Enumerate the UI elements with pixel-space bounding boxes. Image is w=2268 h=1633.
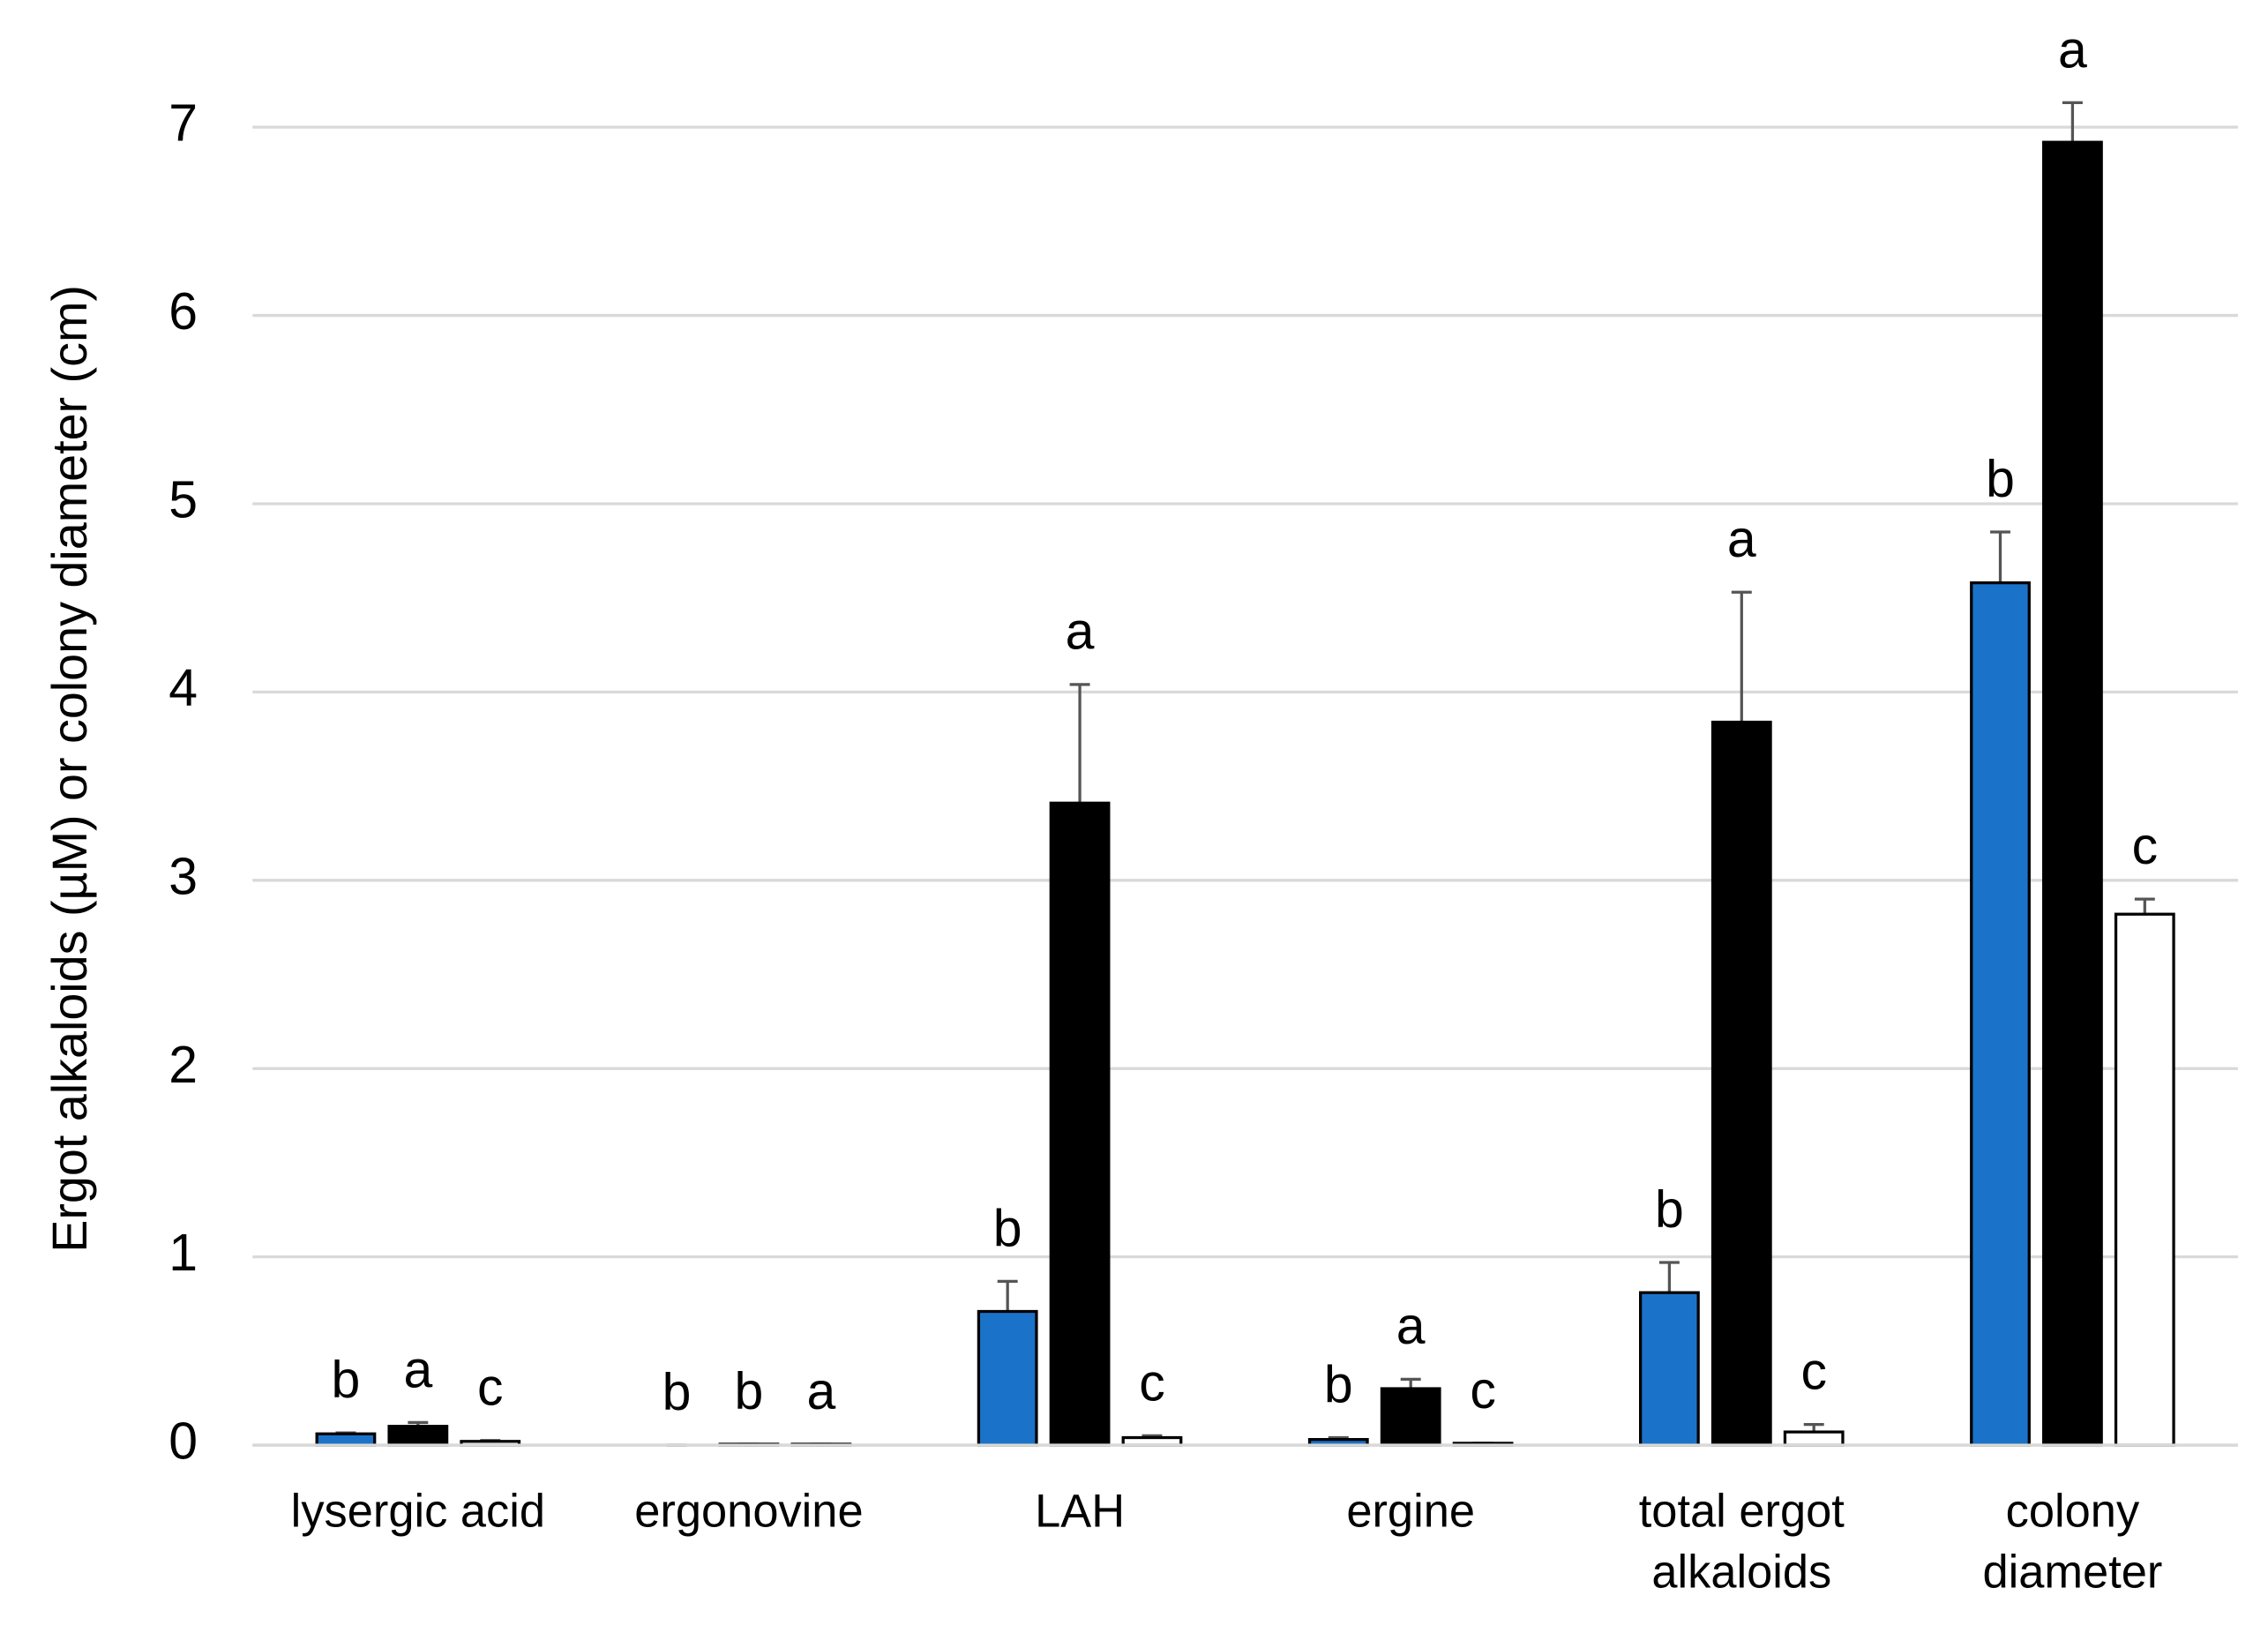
- significance-letter: b: [1655, 1181, 1684, 1239]
- significance-letter: b: [1324, 1356, 1353, 1413]
- bar: [1783, 1430, 1845, 1447]
- y-tick-label: 5: [168, 472, 198, 529]
- significance-letter: a: [1066, 603, 1095, 661]
- x-tick-label: diameter: [1982, 1547, 2162, 1598]
- significance-letter: c: [477, 1360, 503, 1417]
- y-axis-label: Ergot alkaloids (µM) or colony diameter …: [42, 285, 97, 1253]
- significance-letter: a: [1396, 1298, 1426, 1355]
- significance-letter: b: [332, 1352, 361, 1409]
- significance-letter: b: [993, 1200, 1022, 1257]
- y-tick-label: 3: [168, 848, 198, 905]
- bar: [1049, 801, 1111, 1447]
- x-tick-label: alkaloids: [1651, 1547, 1831, 1598]
- bar: [2042, 140, 2103, 1447]
- significance-letter: c: [2132, 818, 2158, 875]
- bar: [2114, 912, 2175, 1447]
- bar: [315, 1432, 377, 1447]
- significance-letter: b: [662, 1364, 692, 1421]
- significance-letter: b: [735, 1363, 764, 1420]
- significance-letter: a: [1727, 511, 1756, 568]
- y-tick-label: 7: [168, 95, 198, 153]
- x-tick-label: colony: [2006, 1487, 2140, 1538]
- bar: [1380, 1387, 1441, 1447]
- bar: [977, 1309, 1038, 1447]
- y-tick-label: 6: [168, 283, 198, 341]
- significance-letter: c: [1470, 1362, 1495, 1420]
- x-tick-label: lysergic acid: [291, 1487, 545, 1538]
- significance-letter: b: [1986, 451, 2015, 508]
- bar: [387, 1425, 449, 1447]
- x-tick-label: ergonovine: [634, 1487, 863, 1538]
- significance-letter: a: [2058, 21, 2087, 79]
- x-tick-label: total ergot: [1639, 1487, 1845, 1538]
- y-tick-label: 2: [168, 1037, 198, 1094]
- significance-letter: a: [806, 1363, 835, 1420]
- significance-letter: c: [1139, 1354, 1164, 1412]
- y-tick-label: 4: [168, 660, 198, 717]
- bar: [1710, 720, 1772, 1447]
- x-tick-label: ergine: [1346, 1487, 1475, 1538]
- significance-letter: a: [403, 1341, 432, 1398]
- y-tick-label: 0: [168, 1413, 198, 1471]
- significance-letter: c: [1800, 1343, 1826, 1400]
- bar: [1638, 1291, 1700, 1447]
- x-tick-label: LAH: [1035, 1487, 1125, 1538]
- bar: [1970, 581, 2031, 1447]
- y-tick-label: 1: [168, 1225, 198, 1282]
